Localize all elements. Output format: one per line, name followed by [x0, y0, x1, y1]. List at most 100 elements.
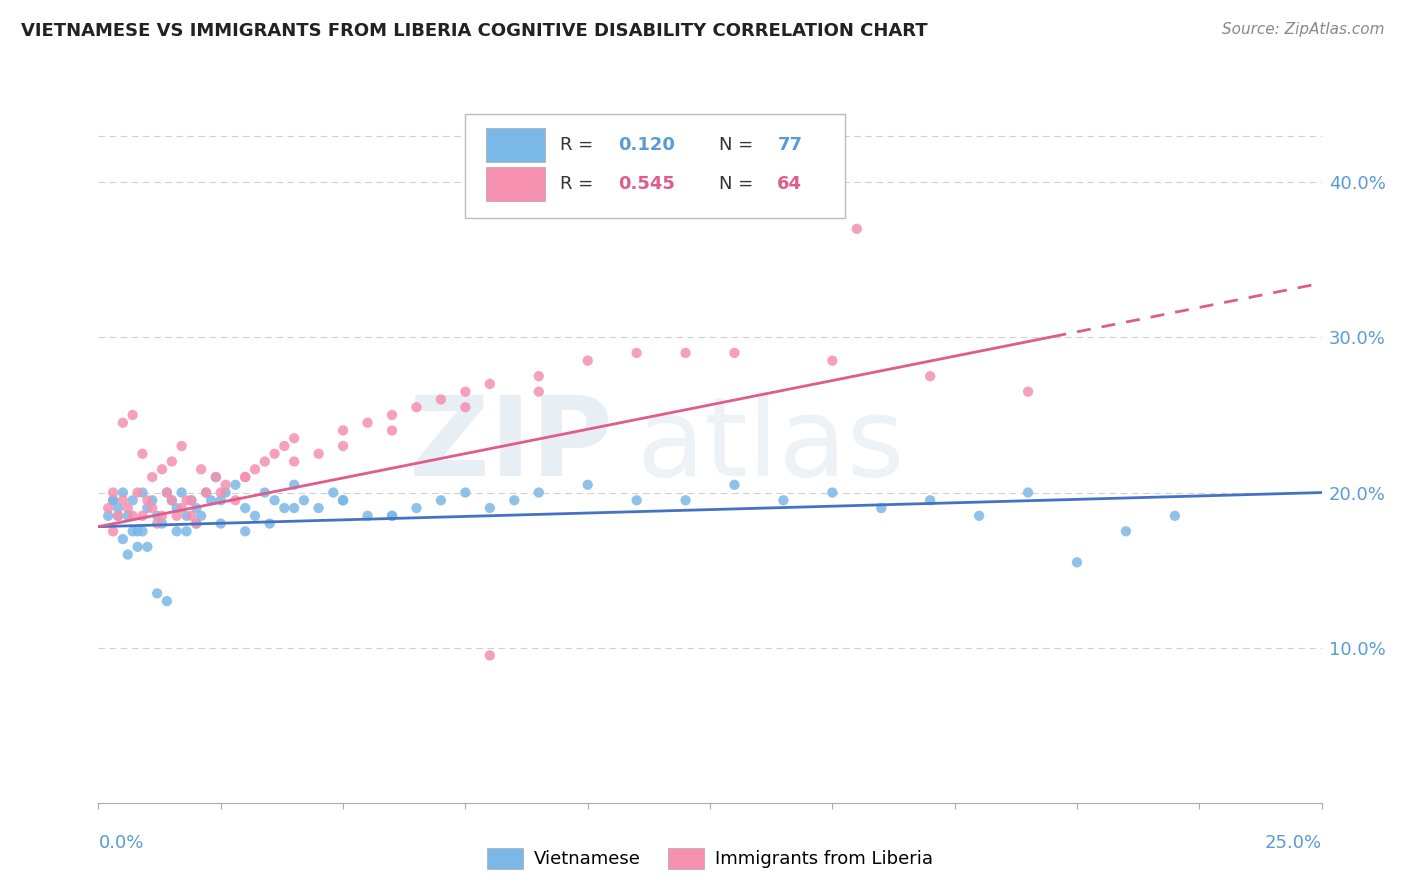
Point — [675, 346, 697, 360]
Point — [527, 384, 550, 399]
Point — [322, 485, 344, 500]
Point — [527, 369, 550, 384]
Point — [176, 508, 198, 523]
Point — [131, 524, 153, 539]
Point — [332, 493, 354, 508]
Point — [405, 401, 427, 415]
Point — [136, 493, 159, 508]
Point — [233, 501, 256, 516]
Point — [166, 508, 188, 523]
Text: 25.0%: 25.0% — [1264, 834, 1322, 852]
Point — [626, 346, 648, 360]
Point — [870, 501, 893, 516]
Point — [107, 501, 129, 516]
Point — [141, 501, 163, 516]
Point — [111, 416, 134, 430]
Point — [273, 439, 295, 453]
Point — [131, 485, 153, 500]
Point — [186, 501, 208, 516]
Point — [454, 401, 477, 415]
Text: N =: N = — [718, 175, 759, 193]
Point — [146, 586, 169, 600]
Point — [117, 501, 139, 516]
Point — [186, 516, 208, 531]
Point — [136, 501, 159, 516]
Point — [150, 516, 173, 531]
Point — [111, 485, 134, 500]
Point — [478, 501, 501, 516]
Point — [180, 493, 202, 508]
Point — [224, 493, 246, 508]
Point — [675, 493, 697, 508]
Point — [176, 493, 198, 508]
Point — [209, 516, 232, 531]
Point — [146, 508, 169, 523]
Point — [214, 477, 236, 491]
Point — [430, 493, 453, 508]
Point — [200, 493, 222, 508]
Point — [263, 447, 285, 461]
Point — [503, 493, 526, 508]
Point — [233, 470, 256, 484]
Point — [176, 524, 198, 539]
Point — [160, 493, 183, 508]
Point — [478, 376, 501, 391]
Point — [224, 477, 246, 491]
Text: R =: R = — [560, 175, 599, 193]
Point — [1017, 384, 1039, 399]
Point — [156, 485, 179, 500]
Y-axis label: Cognitive Disability: Cognitive Disability — [0, 366, 8, 526]
Text: atlas: atlas — [637, 392, 905, 500]
Text: ZIP: ZIP — [409, 392, 612, 500]
Point — [170, 485, 193, 500]
Point — [170, 439, 193, 453]
Point — [127, 524, 149, 539]
Point — [308, 501, 330, 516]
Point — [101, 493, 124, 508]
Point — [233, 524, 256, 539]
Point — [195, 485, 218, 500]
Point — [1115, 524, 1137, 539]
Point — [1017, 485, 1039, 500]
Point — [283, 454, 305, 468]
Point — [127, 485, 149, 500]
Point — [190, 462, 212, 476]
Text: 77: 77 — [778, 136, 803, 153]
Point — [205, 470, 228, 484]
Point — [117, 548, 139, 562]
Point — [821, 485, 844, 500]
Point — [576, 353, 599, 368]
Point — [967, 508, 990, 523]
Point — [478, 648, 501, 663]
Point — [356, 416, 378, 430]
Text: N =: N = — [718, 136, 759, 153]
Point — [141, 493, 163, 508]
Point — [146, 516, 169, 531]
Point — [209, 493, 232, 508]
Text: R =: R = — [560, 136, 599, 153]
Point — [292, 493, 315, 508]
Point — [214, 485, 236, 500]
Point — [332, 424, 354, 438]
Text: 0.545: 0.545 — [619, 175, 675, 193]
Point — [166, 501, 188, 516]
Point — [150, 462, 173, 476]
Point — [180, 493, 202, 508]
Point — [723, 346, 745, 360]
Point — [107, 508, 129, 523]
Point — [121, 524, 143, 539]
Point — [259, 516, 281, 531]
Point — [156, 485, 179, 500]
Bar — [486, 128, 546, 162]
Point — [845, 222, 868, 236]
Point — [263, 493, 285, 508]
Point — [190, 508, 212, 523]
Point — [121, 493, 143, 508]
Point — [332, 493, 354, 508]
Point — [381, 508, 404, 523]
Point — [381, 408, 404, 422]
Point — [117, 508, 139, 523]
Bar — [486, 167, 546, 202]
Point — [170, 501, 193, 516]
Point — [253, 485, 276, 500]
